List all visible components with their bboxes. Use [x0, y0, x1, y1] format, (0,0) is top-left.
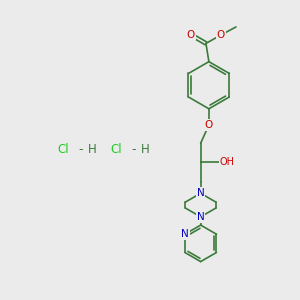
- Text: N: N: [181, 229, 189, 239]
- Text: O: O: [205, 120, 213, 130]
- Text: OH: OH: [220, 158, 235, 167]
- Text: O: O: [187, 30, 195, 40]
- Text: H: H: [88, 143, 97, 157]
- Text: -: -: [132, 143, 136, 157]
- Text: N: N: [197, 188, 205, 198]
- Text: Cl: Cl: [57, 143, 69, 157]
- Text: H: H: [141, 143, 150, 157]
- Text: N: N: [197, 212, 205, 222]
- Text: O: O: [217, 30, 225, 40]
- Text: -: -: [79, 143, 83, 157]
- Text: Cl: Cl: [110, 143, 122, 157]
